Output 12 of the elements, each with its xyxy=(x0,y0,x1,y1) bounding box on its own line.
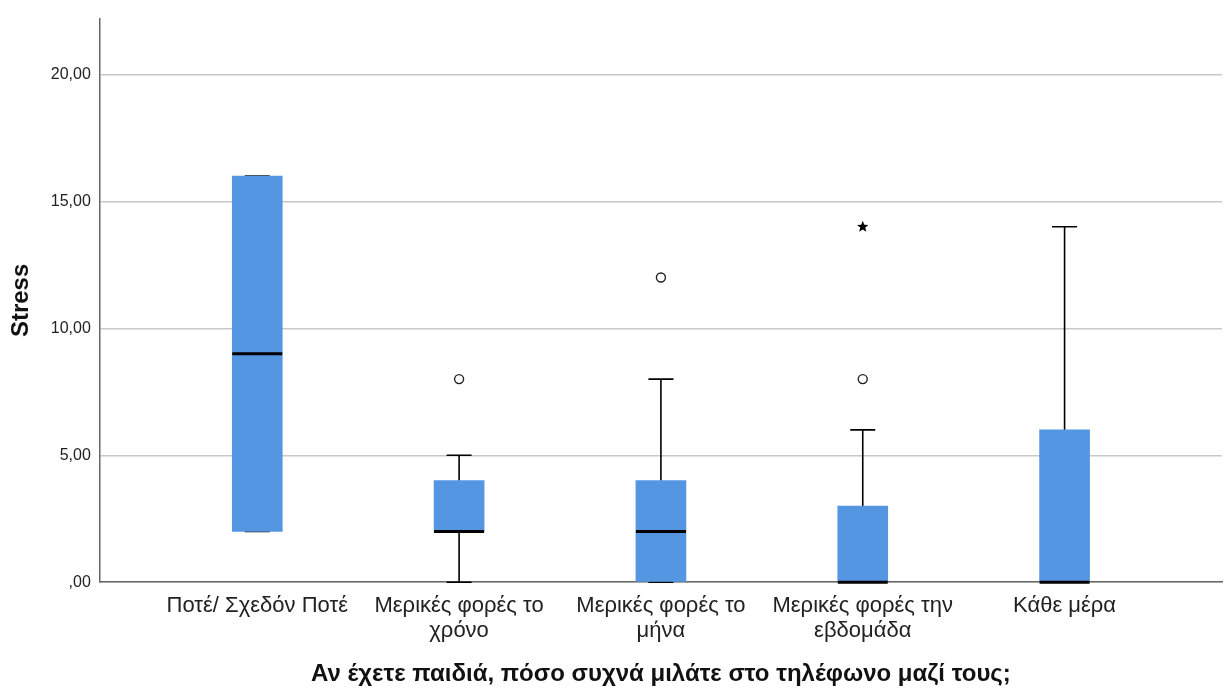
x-axis-title: Αν έχετε παιδιά, πόσο συχνά μιλάτε στο τηλέφωνο μαζί τους; xyxy=(311,659,1011,687)
x-tick-label: Μερικές φορές το χρόνο xyxy=(374,591,544,642)
x-tick-label: Ποτέ/ Σχεδόν Ποτέ xyxy=(166,591,349,617)
y-tick-label: 10,00 xyxy=(50,318,91,336)
x-tick-label: Μερικές φορές την εβδομάδα xyxy=(772,591,954,642)
y-tick-label: 5,00 xyxy=(59,445,91,463)
y-tick-label: 15,00 xyxy=(50,191,91,209)
x-tick-label: Κάθε μέρα xyxy=(1013,591,1117,617)
y-axis-title: Stress xyxy=(6,263,34,338)
y-tick-label: ,00 xyxy=(68,572,91,590)
y-tick-label: 20,00 xyxy=(50,64,91,82)
x-tick-label: Μερικές φορές το μήνα xyxy=(576,591,746,642)
